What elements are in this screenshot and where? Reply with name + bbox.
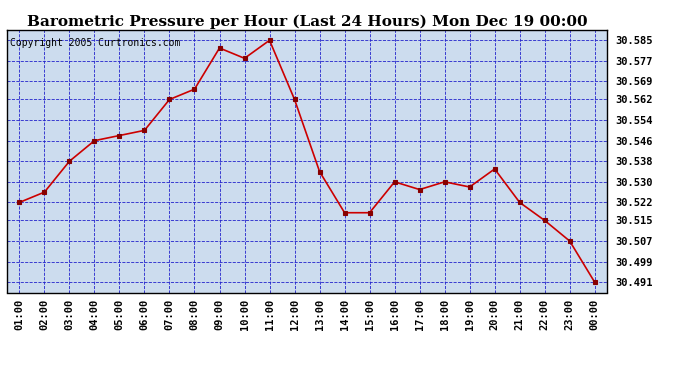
Title: Barometric Pressure per Hour (Last 24 Hours) Mon Dec 19 00:00: Barometric Pressure per Hour (Last 24 Ho… bbox=[27, 15, 587, 29]
Text: Copyright 2005 Curtronics.com: Copyright 2005 Curtronics.com bbox=[10, 38, 180, 48]
